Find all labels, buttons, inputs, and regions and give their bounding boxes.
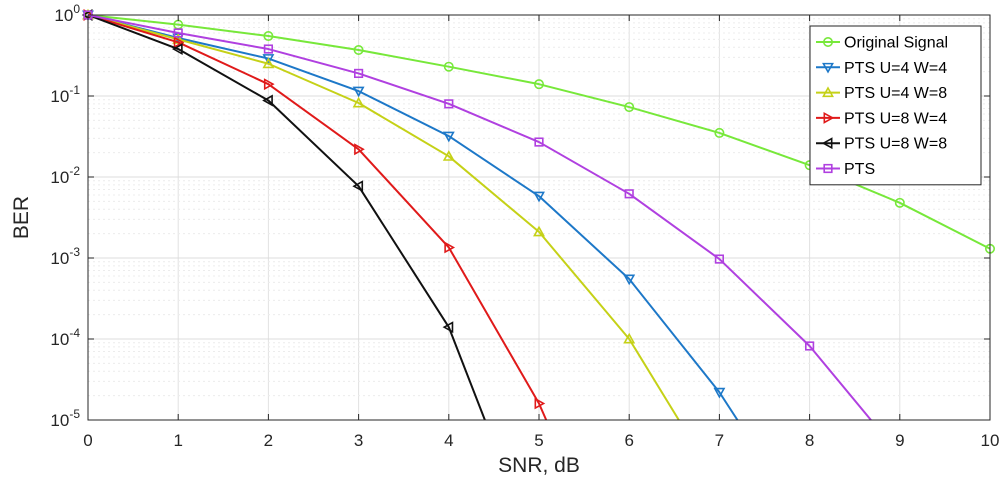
data-point: [442, 131, 455, 143]
data-point: [173, 36, 185, 49]
data-point: [623, 274, 636, 286]
data-point: [263, 78, 275, 91]
axis-ticks: 0 1 2 3 4 5 6 7 8 9 10 100 10-1 10-2 10-3 10-4 10-5: [50, 2, 999, 450]
y-axis-label: BER: [10, 196, 33, 239]
series-line: [87, 14, 680, 421]
data-point: [173, 28, 183, 38]
x-tick-label: 0: [83, 431, 92, 450]
legend-entry: PTS U=8 W=4: [816, 110, 947, 127]
legend-marker: [821, 137, 833, 150]
data-point: [444, 241, 456, 254]
series-line: [87, 14, 739, 421]
data-point: [624, 189, 634, 199]
data-point: [714, 254, 724, 264]
legend-label: PTS U=8 W=4: [844, 110, 947, 127]
data-point: [353, 44, 364, 55]
data-point: [624, 102, 635, 113]
legend-marker: [823, 163, 833, 174]
series-5: [83, 10, 872, 421]
y-tick-label: 10-1: [50, 83, 80, 106]
x-tick-label: 6: [624, 431, 633, 450]
legend-marker: [823, 111, 835, 124]
legend-box: [809, 25, 982, 186]
data-point: [533, 191, 545, 203]
x-tick-label: 3: [354, 431, 363, 450]
legend-entry: PTS U=4 W=4: [816, 60, 947, 77]
y-tick-label: 10-5: [50, 407, 80, 430]
data-point: [442, 150, 455, 161]
series-line: [87, 14, 548, 421]
data-point: [534, 397, 546, 410]
series-line: [87, 14, 872, 421]
legend: Original Signal PTS U=4 W=4 PTS U=4 W=8 PTS…: [809, 25, 982, 186]
x-axis-label: SNR, dB: [498, 454, 580, 477]
y-tick-label: 10-2: [50, 164, 80, 187]
data-point: [262, 54, 275, 65]
data-point: [352, 86, 365, 98]
legend-label: PTS U=4 W=4: [844, 60, 947, 77]
data-point: [353, 68, 364, 79]
data-point: [714, 127, 725, 138]
y-tick-label: 10-4: [50, 326, 80, 349]
data-point: [263, 31, 274, 42]
y-tick-label: 100: [54, 2, 80, 25]
series-line: [87, 14, 486, 421]
data-point: [623, 332, 636, 344]
x-tick-label: 5: [534, 431, 543, 450]
legend-entry: PTS U=8 W=8: [816, 136, 947, 153]
series-3: [83, 9, 548, 421]
data-point: [262, 94, 273, 107]
data-point: [443, 61, 454, 72]
legend-label: PTS: [844, 161, 875, 178]
x-tick-label: 9: [895, 431, 904, 450]
legend-entry: PTS: [816, 161, 875, 178]
plot-series: [81, 8, 995, 421]
x-tick-label: 2: [264, 431, 273, 450]
x-tick-label: 1: [173, 431, 182, 450]
x-tick-label: 4: [444, 431, 453, 450]
data-point: [534, 137, 544, 147]
data-point: [263, 44, 274, 54]
series-1: [82, 10, 739, 421]
data-point: [352, 180, 364, 193]
data-point: [442, 321, 454, 334]
data-point: [352, 96, 365, 108]
legend-label: PTS U=4 W=8: [844, 85, 947, 102]
data-point: [262, 57, 275, 69]
x-tick-label: 7: [715, 431, 724, 450]
y-tick-label: 10-3: [50, 245, 80, 268]
data-point: [533, 225, 545, 237]
legend-label: Original Signal: [844, 35, 948, 52]
legend-marker: [822, 36, 833, 47]
legend-marker: [822, 62, 834, 74]
data-point: [171, 43, 183, 55]
x-tick-label: 10: [981, 431, 1000, 450]
legend-label: PTS U=8 W=8: [844, 136, 947, 153]
legend-marker: [822, 86, 834, 98]
x-tick-label: 8: [805, 431, 814, 450]
legend-entry: PTS U=4 W=8: [816, 85, 947, 102]
data-point: [444, 99, 454, 109]
legend-entry: Original Signal: [816, 35, 948, 52]
data-point: [354, 143, 365, 156]
data-point: [894, 197, 905, 208]
data-point: [533, 79, 544, 90]
data-point: [804, 341, 815, 351]
data-point: [713, 387, 726, 399]
